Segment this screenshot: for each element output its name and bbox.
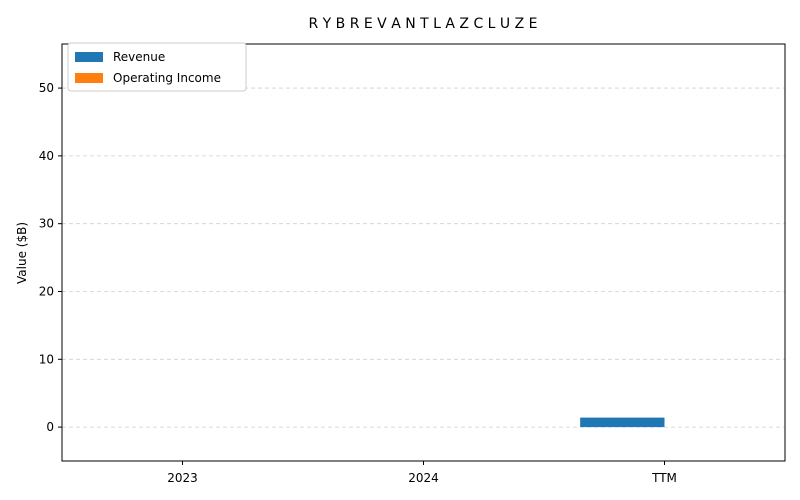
chart-title: R Y B R E V A N T L A Z C L U Z E	[308, 16, 537, 32]
grid-lines	[62, 87, 785, 428]
y-tick-label: 50	[39, 81, 54, 95]
legend-label-operating-income: Operating Income	[113, 71, 221, 85]
y-tick-label: 40	[39, 149, 54, 163]
legend-box	[67, 42, 247, 92]
x-axis-ticks: 2023 2024 TTM	[167, 461, 677, 485]
legend-swatch-operating-income	[75, 73, 103, 83]
y-tick-label: 20	[39, 284, 54, 298]
y-tick-label: 10	[39, 352, 54, 366]
x-tick-label: TTM	[651, 471, 677, 485]
y-axis-label: Value ($B)	[15, 222, 29, 284]
bar-revenue-ttm	[580, 417, 665, 428]
legend-swatch-revenue	[75, 52, 103, 62]
legend-label-revenue: Revenue	[113, 50, 165, 64]
plot-frame	[61, 43, 786, 462]
x-tick-label: 2023	[167, 471, 198, 485]
x-tick-label: 2024	[408, 471, 439, 485]
y-tick-label: 0	[46, 420, 54, 434]
y-tick-label: 30	[39, 217, 54, 231]
bars	[580, 417, 665, 428]
y-axis-ticks: 0 10 20 30 40 50	[39, 81, 62, 434]
legend: Revenue Operating Income	[67, 42, 247, 92]
